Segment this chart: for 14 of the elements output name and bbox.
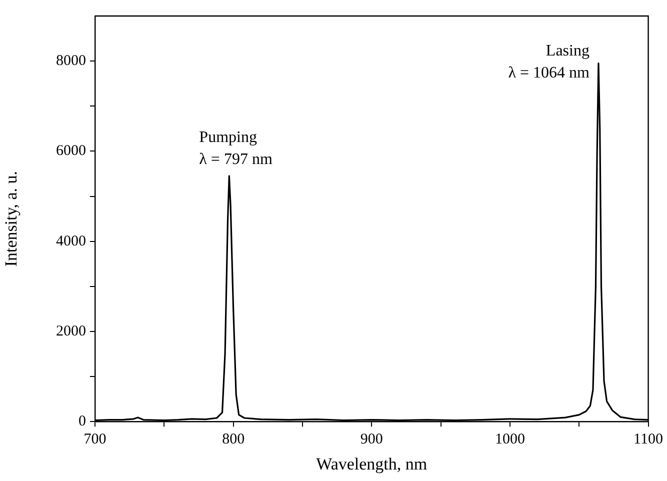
y-tick-label: 2000 [56,323,86,340]
y-tick-label: 6000 [56,143,86,160]
y-axis-title: Intensity, a. u. [2,170,21,267]
y-tick-label: 8000 [56,53,86,70]
x-tick-label: 1100 [634,432,664,448]
x-tick-label: 900 [360,432,383,448]
x-tick-label: 800 [222,432,245,448]
y-tick-label: 0 [78,414,86,430]
annotation: Lasing λ = 1064 nm [508,42,590,82]
x-tick-label: 1000 [494,432,525,448]
annotation: Pumping λ = 797 nm [199,128,273,168]
x-axis-title: Wavelength, nm [316,454,428,474]
y-tick-label: 4000 [56,233,86,250]
x-tick-label: 700 [84,432,106,448]
